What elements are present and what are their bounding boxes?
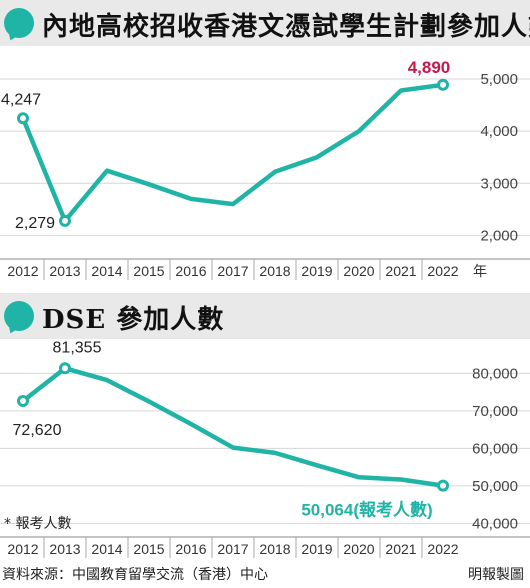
- x-tick-label: 2017: [217, 263, 248, 279]
- x-tick-label: 2012: [7, 541, 38, 557]
- data-label: 4,890: [408, 58, 451, 77]
- x-tick-label: 2018: [259, 541, 290, 557]
- x-tick-label: 2014: [91, 263, 122, 279]
- speech-bubble-icon: [4, 8, 34, 38]
- x-tick-label: 2019: [301, 541, 332, 557]
- y-tick-label: 5,000: [480, 71, 518, 88]
- source-text: 資料來源：中國教育留學交流（香港）中心: [2, 567, 268, 583]
- x-tick-label: 2015: [133, 541, 164, 557]
- chart1-header: 內地高校招收香港文憑試學生計劃參加人數: [0, 0, 530, 46]
- chart2-header: DSE 參加人數: [0, 293, 530, 339]
- x-axis-suffix: 年: [473, 263, 487, 279]
- x-tick-label: 2013: [49, 541, 80, 557]
- data-label: 72,620: [13, 422, 62, 439]
- footnote: * 報考人數: [4, 516, 72, 532]
- x-tick-label: 2015: [133, 263, 164, 279]
- data-label: 81,355: [53, 339, 102, 356]
- chart2-plot: 40,000 50,000 60,000 70,000 80,000 2012 2013 20…: [0, 339, 530, 558]
- x-tick-label: 2020: [343, 541, 374, 557]
- y-tick-label: 60,000: [472, 440, 518, 457]
- data-point-marker: [17, 112, 29, 125]
- data-point-marker: [437, 479, 449, 492]
- x-tick-label: 2018: [259, 263, 290, 279]
- data-label: 50,064(報考人數): [301, 500, 432, 520]
- speech-bubble-icon: [4, 301, 34, 331]
- y-tick-label: 70,000: [472, 403, 518, 420]
- chart1-plot: 2,000 3,000 4,000 5,000 2012 2013 2014 2015 2016…: [0, 58, 530, 280]
- x-tick-label: 2016: [175, 263, 206, 279]
- y-tick-label: 50,000: [472, 478, 518, 495]
- data-label: 4,247: [1, 91, 41, 108]
- x-tick-label: 2013: [49, 263, 80, 279]
- y-tick-label: 80,000: [472, 365, 518, 382]
- y-tick-label: 3,000: [480, 175, 518, 192]
- x-tick-label: 2021: [385, 263, 416, 279]
- data-label: 2,279: [15, 215, 55, 232]
- x-tick-label: 2019: [301, 263, 332, 279]
- data-point-marker: [59, 214, 71, 227]
- data-point-marker: [59, 362, 71, 375]
- x-tick-label: 2022: [427, 541, 458, 557]
- x-tick-label: 2012: [7, 263, 38, 279]
- x-tick-label: 2022: [427, 263, 458, 279]
- y-tick-label: 2,000: [480, 227, 518, 244]
- chart2-title: DSE 參加人數: [42, 305, 225, 335]
- y-tick-label: 40,000: [472, 515, 518, 532]
- series-line: [20, 366, 446, 488]
- data-point-marker: [437, 78, 449, 91]
- y-tick-label: 4,000: [480, 123, 518, 140]
- series-line: [20, 82, 446, 224]
- x-tick-label: 2016: [175, 541, 206, 557]
- chart1-title: 內地高校招收香港文憑試學生計劃參加人數: [42, 12, 530, 42]
- x-tick-label: 2017: [217, 541, 248, 557]
- credit-text: 明報製圖: [468, 567, 524, 583]
- x-tick-label: 2020: [343, 263, 374, 279]
- x-tick-label: 2021: [385, 541, 416, 557]
- data-point-marker: [17, 395, 29, 408]
- x-tick-label: 2014: [91, 541, 122, 557]
